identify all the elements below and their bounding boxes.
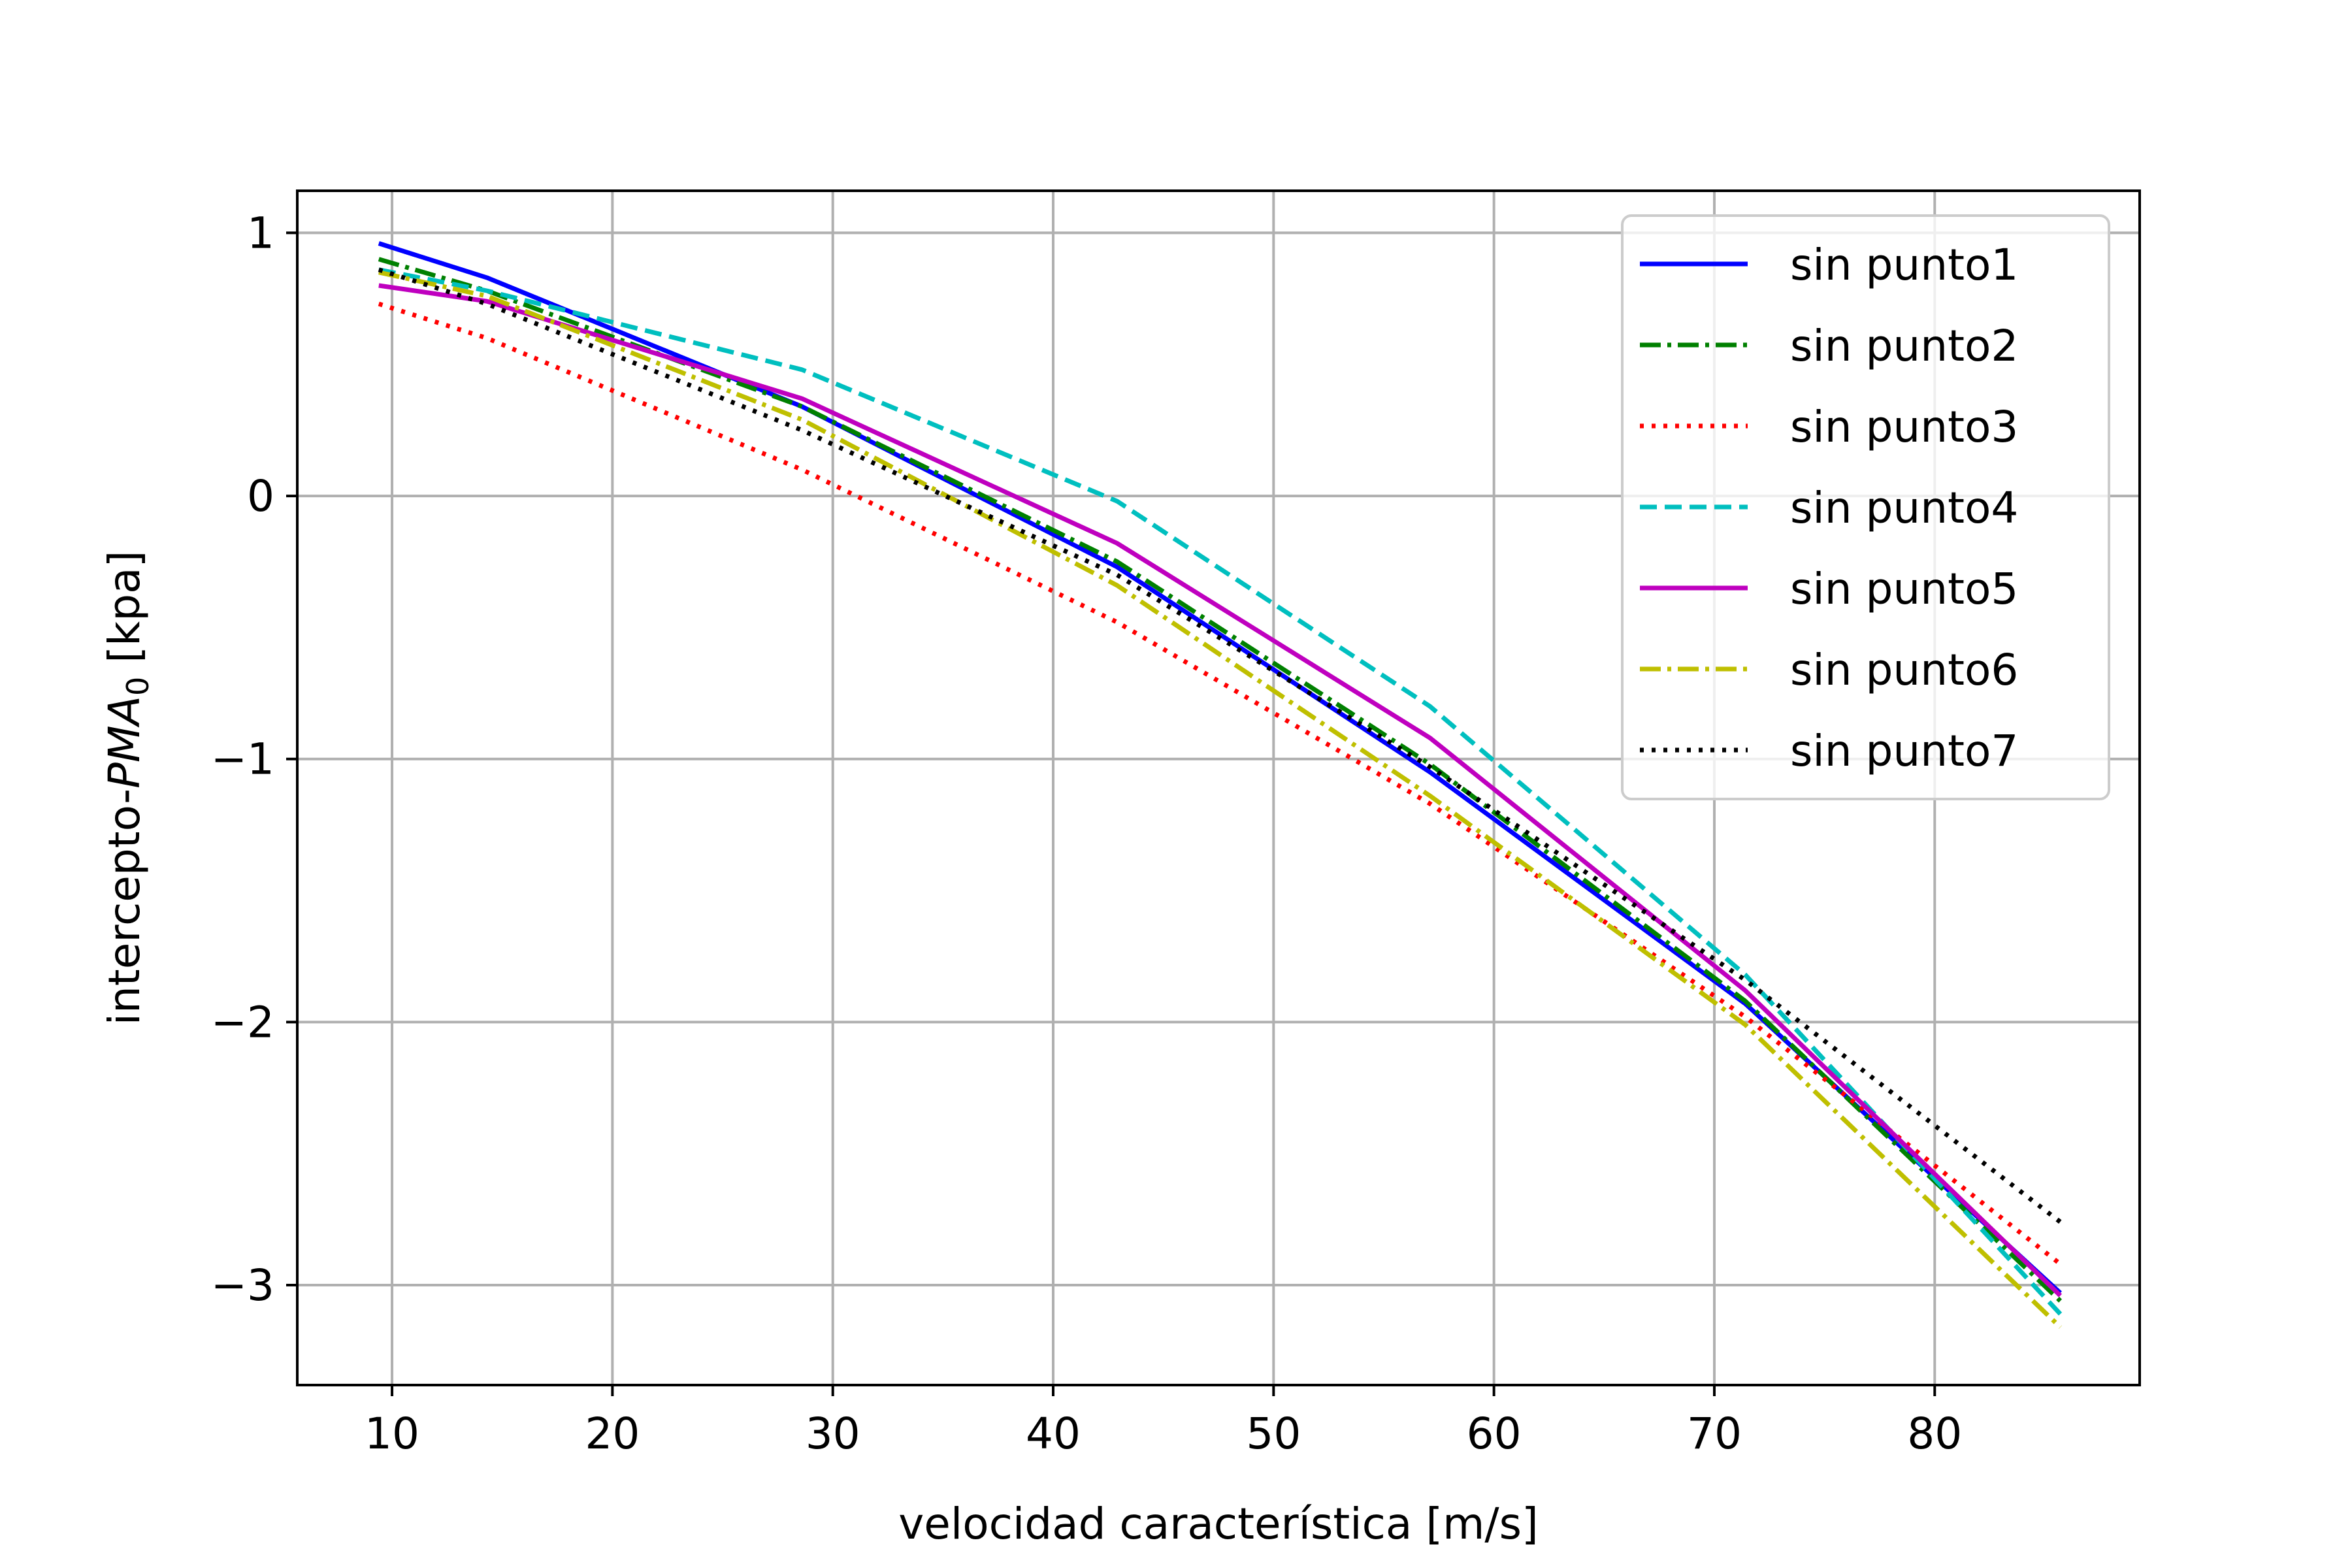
legend: sin punto1 sin punto2 sin punto3 sin punto4… — [1621, 214, 2110, 800]
legend-label-7: sin punto7 — [1790, 726, 2018, 776]
x-tick-label: 60 — [1467, 1409, 1522, 1459]
x-tick-label: 80 — [1907, 1409, 1962, 1459]
series-line-6 — [378, 270, 2063, 1329]
legend-label-4: sin punto4 — [1790, 483, 2018, 533]
y-tick-label: −3 — [211, 1260, 274, 1311]
legend-label-1: sin punto1 — [1790, 240, 2018, 290]
y-axis-label-subscript: 0 — [120, 677, 155, 696]
x-tick-label: 10 — [365, 1409, 419, 1459]
legend-label-6: sin punto6 — [1790, 645, 2018, 695]
x-axis-label: velocidad característica [m/s] — [898, 1499, 1539, 1549]
series-line-2 — [378, 257, 2063, 1303]
y-tick-label: −2 — [211, 997, 274, 1047]
legend-items: sin punto1 sin punto2 sin punto3 sin punto4… — [1640, 240, 2018, 776]
y-axis-label-italic: PMA — [99, 696, 150, 789]
legend-frame — [1621, 214, 2110, 800]
y-axis-label: intercepto-PMA0 [kpa] — [99, 551, 155, 1026]
y-tick-label: 0 — [247, 471, 274, 521]
series-line-4 — [378, 267, 2063, 1316]
y-axis-label-suffix: [kpa] — [99, 551, 150, 677]
x-tick-label: 50 — [1246, 1409, 1301, 1459]
series-line-5 — [378, 283, 2063, 1298]
x-tick-label: 40 — [1026, 1409, 1081, 1459]
legend-label-2: sin punto2 — [1790, 321, 2018, 371]
y-axis-label-prefix: intercepto- — [99, 789, 150, 1025]
x-tick-label: 30 — [806, 1409, 860, 1459]
legend-label-5: sin punto5 — [1790, 564, 2018, 614]
x-tick-label: 70 — [1687, 1409, 1742, 1459]
y-tick-label: −1 — [211, 734, 274, 785]
x-tick-label: 20 — [585, 1409, 640, 1459]
series-lines — [378, 241, 2063, 1329]
legend-label-3: sin punto3 — [1790, 402, 2018, 452]
y-tick-label: 1 — [247, 208, 274, 258]
axes-frame — [296, 189, 2141, 1386]
